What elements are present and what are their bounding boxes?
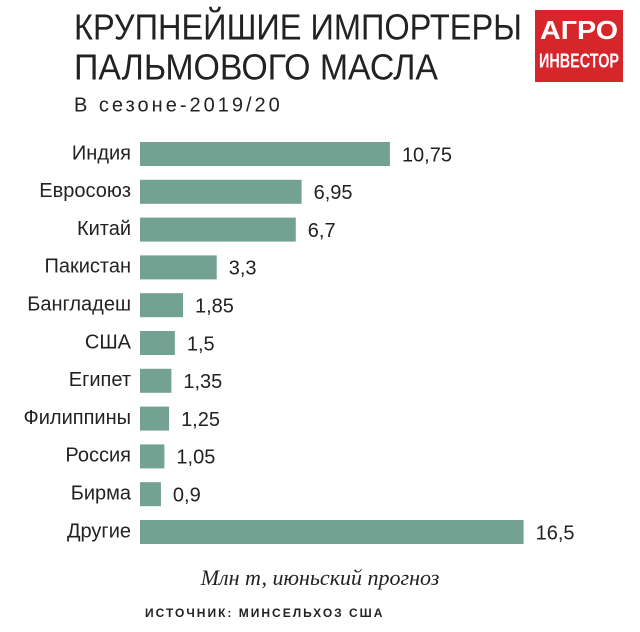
value-label: 0,9 (173, 484, 201, 506)
value-label: 1,35 (183, 371, 222, 393)
value-label: 3,3 (229, 258, 257, 280)
value-label: 6,95 (314, 182, 353, 204)
category-label: Бангладеш (27, 293, 131, 315)
logo-text: АГРО (540, 15, 618, 45)
category-label: Филиппины (24, 407, 131, 429)
bar (140, 406, 170, 431)
bar (140, 444, 165, 469)
unit-note: Млн т, июньский прогноз (200, 565, 440, 590)
bar (140, 368, 172, 393)
value-label: 16,5 (536, 522, 575, 544)
bar (140, 255, 217, 280)
category-label: Евросоюз (39, 180, 131, 202)
logo-box (535, 10, 623, 82)
value-label: 1,5 (187, 333, 215, 355)
category-label: США (85, 331, 132, 353)
category-label: Индия (72, 142, 131, 164)
bar (140, 482, 161, 507)
category-label: Китай (77, 218, 131, 240)
value-label: 1,25 (181, 409, 220, 431)
source: ИСТОЧНИК: МИНСЕЛЬХОЗ США (145, 606, 384, 620)
bar (140, 217, 296, 242)
chart-title: ПАЛЬМОВОГО МАСЛА (74, 47, 438, 88)
category-label: Пакистан (44, 256, 131, 278)
value-label: 1,85 (195, 295, 234, 317)
bar (140, 179, 302, 204)
bar (140, 520, 524, 544)
bar (140, 293, 184, 318)
value-label: 6,7 (308, 220, 336, 242)
category-label: Россия (65, 445, 131, 467)
chart-subtitle: В сезоне-2019/20 (74, 94, 283, 116)
value-label: 1,05 (176, 447, 215, 469)
value-label: 10,75 (402, 144, 452, 166)
category-label: Египет (69, 369, 131, 391)
bar (140, 142, 390, 166)
logo-text: ИНВЕСТОР (539, 50, 619, 72)
category-label: Другие (67, 520, 131, 542)
chart-title: КРУПНЕЙШИЕ ИМПОРТЕРЫ (74, 6, 522, 48)
category-label: Бирма (71, 482, 132, 504)
bar (140, 331, 175, 355)
